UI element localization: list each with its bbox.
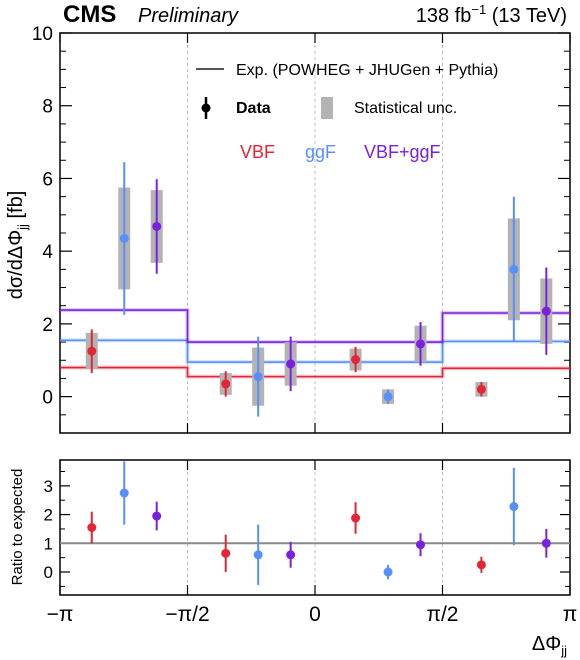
- main-y-axis-title-sub: jj: [15, 224, 30, 231]
- data-point-comb-3: [541, 306, 551, 316]
- data-point-comb-1: [286, 359, 296, 369]
- main-y-tick-label-0: 0: [42, 388, 53, 409]
- main-expected-lines: [60, 308, 570, 379]
- legend-vbf-label: VBF: [240, 142, 275, 162]
- lumi-value: 138 fb: [416, 5, 472, 27]
- x-tick-label-0: −π: [47, 603, 74, 626]
- data-point-ggf-0: [119, 233, 129, 243]
- x-axis: −π −π/2 0 π/2 π: [47, 33, 578, 626]
- energy-value: (13 TeV): [486, 5, 567, 27]
- data-point-vbf-0: [87, 346, 97, 356]
- ratio-y-tick-label-1: 1: [44, 534, 53, 553]
- data-point-vbf-2: [351, 355, 361, 365]
- main-y-tick-label-8: 8: [42, 97, 53, 118]
- ratio-point-ggf-3: [509, 502, 519, 512]
- ratio-point-comb-1: [286, 550, 296, 560]
- main-panel: 0 2 4 6 8 10 dσ/dΔΦjj [fb]: [5, 24, 571, 434]
- ratio-y-tick-label-2: 2: [44, 506, 53, 525]
- main-y-axis-title-main: dσ/dΔΦ: [5, 230, 27, 299]
- main-y-axis: 0 2 4 6 8 10: [32, 24, 570, 434]
- ratio-point-ggf-0: [119, 488, 129, 498]
- ratio-point-vbf-3: [476, 560, 486, 570]
- legend-data-label: Data: [236, 100, 271, 117]
- legend: Exp. (POWHEG + JHUGen + Pythia) Data Sta…: [196, 62, 498, 162]
- ratio-point-comb-0: [152, 511, 162, 521]
- data-point-comb-2: [416, 339, 426, 349]
- expected-line-vbf: [60, 366, 570, 378]
- legend-expected-label: Exp. (POWHEG + JHUGen + Pythia): [236, 62, 498, 79]
- legend-stat-label: Statistical unc.: [354, 100, 457, 117]
- main-data-points: [85, 162, 553, 417]
- ratio-grid: [187, 460, 443, 595]
- x-tick-label-1: −π/2: [165, 603, 209, 626]
- ratio-point-vbf-0: [87, 523, 97, 532]
- data-point-ggf-2: [383, 392, 393, 402]
- legend-ggf-label: ggF: [305, 142, 336, 162]
- ratio-y-axis-title: Ratio to expected: [9, 469, 26, 586]
- main-y-tick-label-4: 4: [42, 242, 53, 263]
- ratio-y-axis: 0 1 2 3: [44, 470, 570, 587]
- ratio-point-vbf-1: [221, 548, 231, 558]
- data-point-ggf-1: [253, 372, 263, 382]
- ratio-y-tick-label-3: 3: [44, 477, 53, 496]
- ratio-point-comb-2: [416, 540, 426, 550]
- x-axis-title: ΔΦjj: [532, 633, 567, 658]
- ratio-point-comb-3: [541, 538, 551, 548]
- data-point-ggf-3: [509, 264, 519, 274]
- expected-line-comb: [60, 309, 570, 343]
- experiment-label: CMS: [63, 1, 116, 28]
- ratio-point-ggf-1: [253, 550, 263, 560]
- x-tick-label-2: 0: [309, 603, 321, 626]
- main-y-axis-title: dσ/dΔΦjj [fb]: [5, 191, 30, 300]
- data-point-vbf-3: [476, 384, 486, 394]
- main-y-tick-label-2: 2: [42, 315, 53, 336]
- x-tick-label-3: π/2: [426, 603, 458, 626]
- x-axis-title-sub: jj: [560, 643, 567, 658]
- lumi-exponent: −1: [471, 2, 486, 17]
- ratio-y-tick-label-0: 0: [44, 563, 53, 582]
- status-label: Preliminary: [138, 5, 239, 27]
- lumi-label: 138 fb−1 (13 TeV): [416, 2, 567, 27]
- main-y-tick-label-10: 10: [32, 24, 53, 45]
- ratio-point-vbf-2: [351, 513, 361, 523]
- data-point-vbf-1: [221, 379, 231, 389]
- ratio-point-ggf-2: [383, 567, 393, 577]
- main-y-axis-title-unit: [fb]: [5, 191, 27, 224]
- legend-comb-label: VBF+ggF: [364, 142, 441, 162]
- ratio-data-points: [87, 461, 551, 585]
- data-point-comb-0: [152, 221, 162, 231]
- main-grid: [187, 33, 443, 433]
- legend-data-marker: [201, 103, 211, 113]
- expected-band-comb: [60, 308, 570, 345]
- x-tick-label-4: π: [563, 603, 578, 626]
- main-y-tick-label-6: 6: [42, 169, 53, 190]
- x-axis-title-main: ΔΦ: [532, 633, 561, 655]
- legend-stat-swatch: [321, 97, 333, 119]
